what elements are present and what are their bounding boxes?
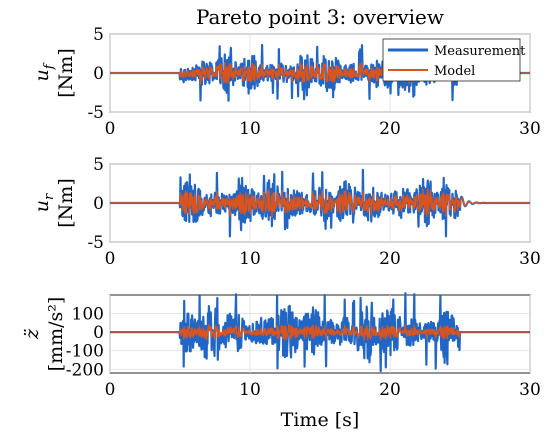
plot-lines (109, 292, 531, 373)
x-tick-label: 30 (519, 249, 541, 269)
y-tick-label: 5 (93, 155, 104, 175)
y-axis-label: ur [Nm] (31, 178, 77, 227)
series-line-model (109, 324, 531, 341)
y-label-symbol: u (31, 200, 53, 212)
panel-front-torque: 0 10 20 30-505 uf [Nm] Measurement Model (31, 25, 541, 139)
y-tick-label: 100 (72, 305, 104, 325)
y-label-subscript: f (42, 62, 57, 70)
series-line-model (109, 188, 531, 218)
x-tick-label: 30 (519, 380, 541, 400)
y-tick-label: 0 (93, 194, 104, 214)
x-tick-label: 0 (105, 119, 116, 139)
x-tick-label: 10 (239, 249, 261, 269)
y-axis-label: z̈ [mm/s²] (21, 297, 67, 372)
x-tick-label: 20 (379, 119, 401, 139)
y-label-symbol: z̈ (21, 328, 43, 340)
legend: Measurement Model (382, 38, 526, 82)
y-tick-label: -5 (87, 233, 104, 253)
y-label-unit: [mm/s²] (45, 297, 67, 372)
tick-labels: 0 10 20 30-505 (87, 25, 540, 139)
y-tick-label: 5 (93, 25, 104, 45)
x-tick-label: 0 (105, 380, 116, 400)
plot-lines (109, 168, 531, 238)
x-tick-label: 0 (105, 249, 116, 269)
svg-text:uf: uf (31, 62, 57, 81)
svg-text:ur: ur (31, 193, 57, 212)
y-tick-label: -200 (66, 360, 104, 380)
x-tick-label: 30 (519, 119, 541, 139)
x-axis-label: Time [s] (281, 409, 360, 431)
y-tick-label: 0 (93, 323, 104, 343)
chart-title: Pareto point 3: overview (196, 5, 444, 29)
y-label-unit: [Nm] (55, 178, 77, 227)
x-tick-label: 20 (379, 249, 401, 269)
tick-labels: 0 10 20 30-505 (87, 155, 540, 269)
panel-rear-torque: 0 10 20 30-505 ur [Nm] (31, 155, 541, 269)
y-tick-label: -5 (87, 103, 104, 123)
legend-label-model: Model (434, 64, 475, 79)
y-label-unit: [Nm] (55, 48, 77, 97)
y-tick-label: 0 (93, 64, 104, 84)
y-tick-label: -100 (66, 342, 104, 362)
y-label-symbol: u (31, 69, 53, 81)
legend-label-measurement: Measurement (434, 44, 526, 59)
x-tick-label: 10 (239, 380, 261, 400)
y-label-subscript: r (42, 193, 57, 200)
x-tick-label: 20 (379, 380, 401, 400)
legend-box (382, 38, 521, 82)
y-axis-label: uf [Nm] (31, 48, 77, 97)
x-tick-label: 10 (239, 119, 261, 139)
